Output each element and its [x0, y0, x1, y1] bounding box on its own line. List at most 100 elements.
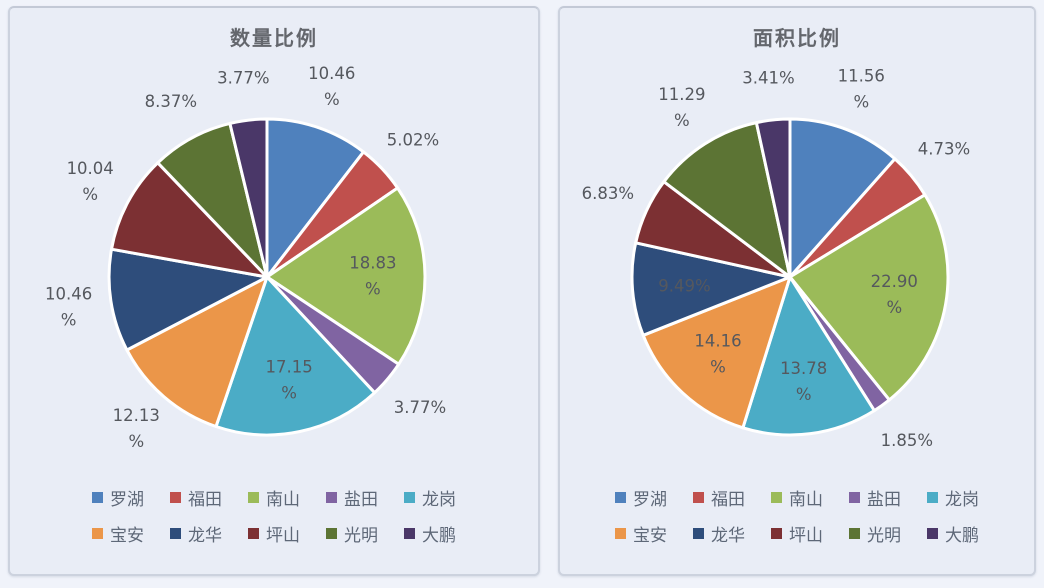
legend-label: 龙岗	[945, 490, 979, 510]
legend-label: 坪山	[789, 526, 823, 546]
pie-slice-longhua	[107, 247, 269, 352]
pie-slice-pingshan	[110, 161, 269, 279]
legend-swatch-icon	[849, 492, 860, 503]
legend-item-baoan: 宝安	[615, 521, 667, 546]
pie-slice-baoan	[641, 275, 792, 430]
legend-label: 龙华	[711, 526, 745, 546]
legend-item-longhua: 龙华	[693, 521, 745, 546]
legend-item-guangming: 光明	[326, 521, 378, 546]
legend-label: 大鹏	[945, 526, 979, 546]
pie-label-futian: 5.02%	[387, 130, 439, 149]
pie-slice-baoan	[125, 275, 269, 428]
legend-row: 宝安 龙华 坪山 光明 大鹏	[602, 521, 992, 546]
area-chart-title: 面积比例	[753, 26, 841, 50]
legend-swatch-icon	[927, 492, 938, 503]
legend-label: 龙华	[188, 526, 222, 546]
legend-swatch-icon	[615, 528, 626, 539]
legend-swatch-icon	[849, 528, 860, 539]
legend-label: 盐田	[867, 490, 901, 510]
legend-swatch-icon	[615, 492, 626, 503]
legend-swatch-icon	[693, 492, 704, 503]
pie-slice-longhua	[630, 241, 792, 337]
legend-swatch-icon	[404, 492, 415, 503]
legend-item-yantian: 盐田	[326, 485, 378, 510]
area-pie-chart: 11.56 % 4.73% 22.90 % 1.85% 13.78 % 14.16 % 9.49% 6…	[582, 66, 971, 450]
legend-item-dapeng: 大鹏	[404, 521, 456, 546]
legend-label: 南山	[789, 490, 823, 510]
legend-item-yantian: 盐田	[849, 485, 901, 510]
legend-label: 大鹏	[422, 526, 456, 546]
pie-slice-luohu	[265, 117, 365, 279]
legend-label: 盐田	[344, 490, 378, 510]
legend-swatch-icon	[92, 492, 103, 503]
legend-swatch-icon	[771, 492, 782, 503]
pie-slice-nanshan	[788, 193, 950, 402]
legend-item-pingshan: 坪山	[771, 521, 823, 546]
legend-item-dapeng: 大鹏	[927, 521, 979, 546]
pie-label-baoan: 14.16%	[694, 332, 741, 377]
pie-label-longgang: 17.15%	[265, 358, 312, 403]
legend-item-longgang: 龙岗	[927, 485, 979, 510]
quantity-chart-title: 数量比例	[230, 26, 318, 50]
pie-label-pingshan: 6.83%	[582, 184, 634, 203]
legend-item-nanshan: 南山	[771, 485, 823, 510]
legend-swatch-icon	[693, 528, 704, 539]
legend-item-baoan: 宝安	[92, 521, 144, 546]
quantity-pie-chart: 10.46 % 5.02% 18.83 % 3.77% 17.15 % 12.13 % 10.46%…	[45, 64, 446, 451]
pie-label-futian: 4.73%	[918, 139, 970, 158]
legend-item-futian: 福田	[693, 485, 745, 510]
pie-label-yantian: 1.85%	[881, 431, 933, 450]
pie-slice-nanshan	[265, 186, 427, 366]
pie-label-dapeng: 3.41%	[742, 69, 794, 88]
legend-item-nanshan: 南山	[248, 485, 300, 510]
legend-label: 福田	[188, 490, 222, 510]
legend-swatch-icon	[248, 492, 259, 503]
legend-label: 宝安	[633, 526, 667, 546]
pie-label-guangming: 11.29%	[658, 85, 705, 130]
pie-label-yantian: 3.77%	[394, 398, 446, 417]
pie-slice-guangming	[662, 121, 792, 279]
legend-label: 宝安	[110, 526, 144, 546]
legend-swatch-icon	[771, 528, 782, 539]
legend-label: 福田	[711, 490, 745, 510]
pie-slice-dapeng	[754, 117, 792, 279]
legend-item-luohu: 罗湖	[92, 485, 144, 510]
legend-row: 宝安 龙华 坪山 光明 大鹏	[79, 521, 469, 546]
pie-label-baoan: 12.13%	[113, 406, 160, 451]
legend-label: 南山	[266, 490, 300, 510]
pie-slice-longgang	[214, 275, 377, 437]
pie-label-nanshan: 22.90%	[871, 272, 918, 317]
pie-label-dapeng: 3.77%	[217, 69, 269, 88]
legend-swatch-icon	[326, 528, 337, 539]
legend-swatch-icon	[404, 528, 415, 539]
pie-label-luohu: 10.46%	[308, 64, 355, 109]
legend-swatch-icon	[92, 528, 103, 539]
legend-label: 光明	[867, 526, 901, 546]
legend-swatch-icon	[170, 528, 181, 539]
legend-item-pingshan: 坪山	[248, 521, 300, 546]
legend-item-futian: 福田	[170, 485, 222, 510]
quantity-chart-legend: 罗湖 福田 南山 盐田 龙岗宝安 龙华 坪山 光明 大鹏	[10, 485, 538, 546]
legend-swatch-icon	[326, 492, 337, 503]
pie-label-longgang: 13.78%	[780, 359, 827, 404]
legend-item-longhua: 龙华	[170, 521, 222, 546]
pie-label-pingshan: 10.04%	[67, 159, 114, 204]
legend-swatch-icon	[927, 528, 938, 539]
legend-label: 龙岗	[422, 490, 456, 510]
legend-swatch-icon	[248, 528, 259, 539]
pie-label-guangming: 8.37%	[145, 92, 197, 111]
legend-label: 罗湖	[633, 490, 667, 510]
legend-item-luohu: 罗湖	[615, 485, 667, 510]
pie-slice-luohu	[788, 117, 897, 279]
pie-label-luohu: 11.56%	[838, 66, 885, 111]
legend-swatch-icon	[170, 492, 181, 503]
legend-label: 罗湖	[110, 490, 144, 510]
legend-row: 罗湖 福田 南山 盐田 龙岗	[602, 485, 992, 510]
quantity-proportion-panel: 数量比例 10.46% 5.02% 18.83% 3.77% 17.15% 12.13% 1…	[8, 6, 540, 576]
pie-label-longhua: 9.49%	[658, 277, 710, 296]
pie-slice-dapeng	[228, 117, 269, 279]
pie-label-nanshan: 18.83%	[349, 253, 396, 298]
legend-label: 光明	[344, 526, 378, 546]
legend-label: 坪山	[266, 526, 300, 546]
